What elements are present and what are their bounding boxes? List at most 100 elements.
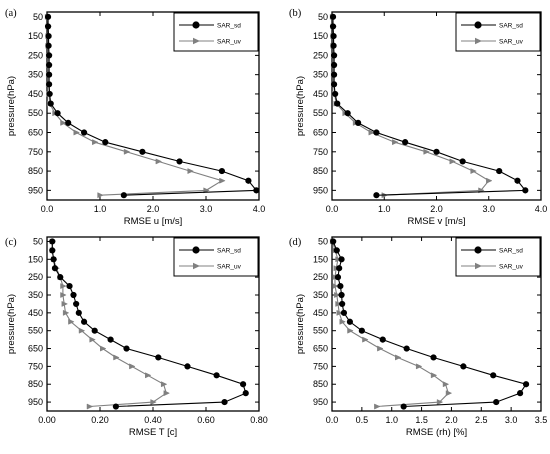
data-point-SAR_sd [358, 327, 365, 334]
data-point-SAR_sd [46, 90, 53, 98]
data-point-SAR_uv [68, 318, 75, 325]
y-tick-label: 50 [33, 12, 43, 22]
y-tick-label: 50 [318, 236, 328, 246]
data-point-SAR_uv [336, 309, 343, 316]
legend-label-SAR_uv: SAR_uv [499, 264, 524, 271]
data-point-SAR_sd [112, 403, 120, 410]
data-point-SAR_sd [402, 139, 409, 146]
x-tick-label: 0.40 [144, 415, 162, 425]
y-axis-title: pressure(hPa) [6, 294, 17, 354]
data-point-SAR_sd [44, 23, 52, 30]
panel-b: (b) pressure(hPa) 50 150 250 350 450 550 650 750 8… [289, 8, 547, 227]
legend-marker-SAR_sd [474, 21, 482, 29]
data-point-SAR_uv [187, 168, 194, 175]
y-tick-label: 150 [28, 31, 43, 41]
legend-marker-SAR_sd [192, 21, 200, 29]
data-point-SAR_uv [377, 345, 384, 352]
data-point-SAR_uv [392, 139, 399, 146]
x-tick-label: 4.0 [253, 204, 266, 214]
data-point-SAR_sd [496, 167, 503, 175]
data-point-SAR_sd [340, 309, 348, 316]
x-tick-label: 0.5 [356, 415, 369, 425]
data-point-SAR_uv [86, 403, 94, 410]
legend: SAR_sd SAR_uv [455, 237, 541, 277]
data-point-SAR_sd [490, 372, 497, 379]
data-point-SAR_sd [333, 247, 340, 254]
panel-label: (b) [289, 8, 302, 19]
y-tick-label: 250 [28, 50, 43, 60]
data-point-SAR_uv [449, 158, 456, 165]
data-point-SAR_sd [430, 354, 437, 361]
data-point-SAR_uv [60, 119, 67, 126]
data-point-SAR_sd [81, 318, 88, 325]
y-tick-label: 350 [313, 290, 328, 300]
x-tick-label: 4.0 [535, 204, 548, 214]
data-point-SAR_uv [145, 372, 152, 379]
data-point-SAR_uv [335, 300, 342, 307]
x-tick-label: 3.0 [200, 204, 213, 214]
legend-label-SAR_sd: SAR_sd [217, 248, 241, 255]
data-point-SAR_sd [330, 33, 337, 40]
data-point-SAR_sd [51, 265, 59, 272]
data-point-SAR_uv [334, 292, 341, 298]
x-tick-label: 2.0 [445, 415, 458, 425]
data-point-SAR_sd [332, 90, 339, 98]
data-point-SAR_sd [213, 372, 220, 379]
y-tick-label: 650 [28, 128, 43, 138]
data-point-SAR_uv [486, 177, 493, 184]
y-axis-title: pressure(hPa) [295, 76, 306, 136]
x-tick-label: 1.0 [385, 415, 398, 425]
data-point-SAR_sd [57, 274, 64, 281]
legend-box [173, 237, 259, 277]
y-tick-label: 250 [313, 50, 328, 60]
x-axis-title: RMSE (rh) [%] [406, 427, 467, 438]
data-point-SAR_sd [75, 309, 82, 316]
y-tick-label: 750 [28, 361, 43, 371]
data-point-SAR_uv [368, 129, 375, 136]
data-point-SAR_uv [113, 354, 120, 361]
legend-marker-SAR_uv [475, 37, 482, 45]
data-point-SAR_uv [395, 354, 402, 361]
data-point-SAR_uv [73, 129, 80, 136]
x-tick-label: 1.0 [378, 204, 391, 214]
y-tick-label: 150 [313, 31, 328, 41]
data-point-SAR_uv [203, 187, 210, 194]
legend-label-SAR_uv: SAR_uv [217, 264, 242, 271]
data-point-SAR_uv [62, 309, 70, 316]
panel-c: (c) pressure(hPa) 50 150 250 350 450 550 650 750 8… [5, 236, 268, 438]
data-point-SAR_sd [373, 192, 380, 199]
x-tick-label: 2.5 [475, 415, 488, 425]
y-tick-label: 350 [28, 290, 43, 300]
y-tick-label: 950 [28, 397, 43, 407]
panel-a: (a) pressure(hPa) 50 150 250 350 450 550 650 750 8… [5, 8, 265, 227]
data-point-SAR_sd [44, 13, 52, 20]
y-axis-title: pressure(hPa) [295, 294, 306, 354]
y-tick-label: 950 [313, 397, 328, 407]
x-tick-label: 3.0 [482, 204, 495, 214]
data-point-SAR_sd [107, 336, 114, 343]
y-tick-label: 450 [313, 308, 328, 318]
legend: SAR_sd SAR_uv [173, 237, 259, 277]
y-tick-label: 550 [313, 326, 328, 336]
data-point-SAR_sd [330, 238, 337, 245]
y-tick-label: 50 [318, 12, 328, 22]
x-axis-title: RMSE u [m/s] [124, 216, 183, 227]
y-tick-label: 150 [28, 254, 43, 264]
y-tick-label: 850 [28, 166, 43, 176]
data-point-SAR_sd [329, 13, 337, 20]
y-tick-label: 750 [28, 147, 43, 157]
panel-label: (c) [5, 237, 17, 248]
x-tick-label: 0.60 [197, 415, 215, 425]
data-point-SAR_sd [176, 158, 183, 165]
data-point-SAR_sd [355, 119, 362, 126]
data-point-SAR_sd [334, 274, 342, 281]
legend-label-SAR_uv: SAR_uv [217, 39, 242, 46]
y-tick-label: 650 [313, 344, 328, 354]
legend-box [173, 12, 259, 52]
data-point-SAR_sd [46, 81, 53, 88]
data-point-SAR_sd [330, 71, 338, 78]
data-point-SAR_sd [330, 42, 337, 49]
data-point-SAR_sd [336, 265, 343, 272]
data-point-SAR_uv [60, 292, 67, 298]
data-point-SAR_sd [338, 291, 345, 299]
